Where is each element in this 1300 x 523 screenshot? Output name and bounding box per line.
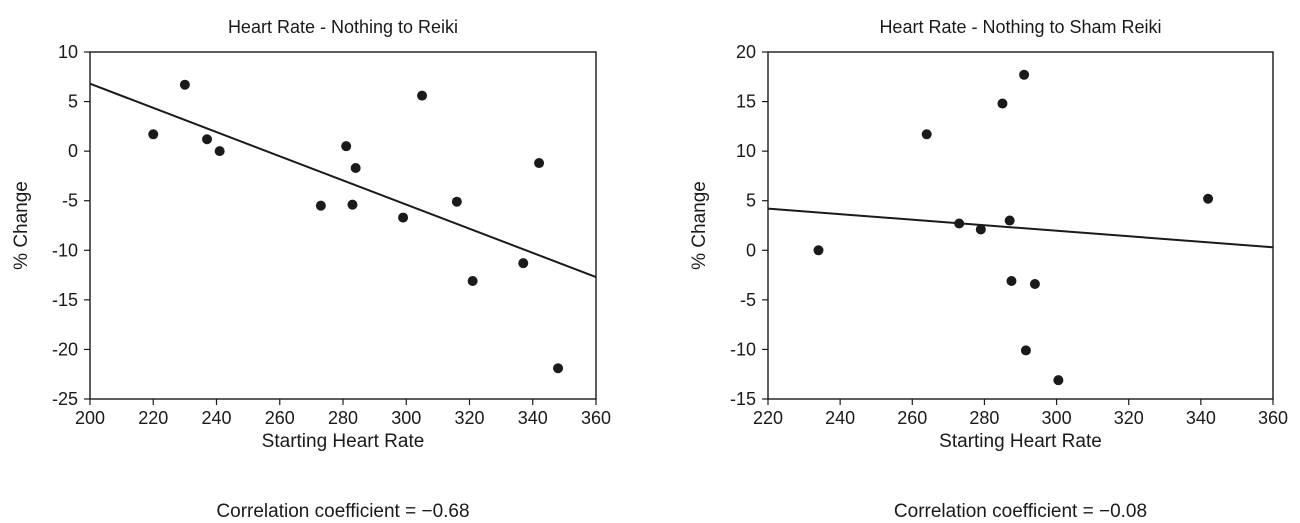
y-tick-label: -5	[62, 191, 78, 211]
y-tick-label: 15	[736, 92, 756, 112]
data-point	[347, 199, 358, 210]
data-point	[451, 196, 462, 207]
x-tick-label: 320	[1114, 408, 1144, 428]
data-point	[1019, 69, 1030, 80]
x-tick-label: 340	[1186, 408, 1216, 428]
x-tick-label: 320	[454, 408, 484, 428]
scatter-chart-reiki: Heart Rate - Nothing to Reiki Starting H…	[11, 17, 611, 522]
y-tick-label: -5	[740, 290, 756, 310]
y-tick-label: 0	[746, 240, 756, 260]
y-tick-label: -25	[52, 389, 78, 409]
data-point	[975, 224, 986, 235]
y-tick-label: -10	[730, 339, 756, 359]
data-point	[179, 79, 190, 90]
data-point	[467, 276, 478, 287]
data-point	[534, 158, 545, 169]
data-point	[1020, 345, 1031, 356]
x-axis-label: Starting Heart Rate	[939, 431, 1102, 452]
correlation-annotation: Correlation coefficient = −0.08	[894, 501, 1147, 522]
data-point	[148, 129, 159, 140]
y-axis-label: % Change	[11, 181, 32, 270]
x-tick-label: 200	[75, 408, 105, 428]
y-tick-label: -20	[52, 339, 78, 359]
data-point	[1053, 375, 1064, 386]
data-point	[315, 200, 326, 211]
x-tick-label: 360	[1258, 408, 1288, 428]
y-tick-label: 5	[68, 92, 78, 112]
x-tick-label: 240	[825, 408, 855, 428]
data-point	[1004, 215, 1015, 226]
trend-line	[90, 82, 596, 278]
trend-line	[768, 207, 1273, 249]
y-tick-label: -15	[730, 389, 756, 409]
data-point	[350, 162, 361, 173]
plot-frame	[767, 51, 1274, 400]
x-tick-label: 240	[201, 408, 231, 428]
data-point	[954, 218, 965, 229]
y-tick-label: 20	[736, 42, 756, 62]
x-tick-label: 300	[1042, 408, 1072, 428]
data-point	[813, 245, 824, 256]
x-axis-label: Starting Heart Rate	[262, 431, 425, 452]
y-tick-label: -10	[52, 240, 78, 260]
y-tick-label: 10	[736, 141, 756, 161]
data-point	[398, 212, 409, 223]
data-point	[1029, 278, 1040, 289]
data-point	[518, 258, 529, 269]
scatter-chart-sham-reiki: Heart Rate - Nothing to Sham Reiki Start…	[689, 17, 1288, 522]
x-tick-label: 280	[969, 408, 999, 428]
y-axis-label: % Change	[689, 181, 710, 270]
y-tick-label: 10	[58, 42, 78, 62]
data-point	[214, 146, 225, 157]
x-tick-label: 220	[138, 408, 168, 428]
x-tick-label: 280	[328, 408, 358, 428]
x-tick-label: 360	[581, 408, 611, 428]
x-tick-label: 220	[753, 408, 783, 428]
plot-frame	[89, 51, 597, 400]
x-tick-label: 300	[391, 408, 421, 428]
chart-panel-left: Heart Rate - Nothing to Reiki Starting H…	[11, 17, 611, 522]
data-point	[1006, 276, 1017, 287]
data-point	[1203, 193, 1214, 204]
x-tick-label: 260	[897, 408, 927, 428]
data-point	[921, 129, 932, 140]
y-tick-label: 0	[68, 141, 78, 161]
chart-title: Heart Rate - Nothing to Reiki	[228, 17, 458, 37]
correlation-annotation: Correlation coefficient = −0.68	[216, 501, 469, 522]
y-tick-label: -15	[52, 290, 78, 310]
x-tick-label: 340	[518, 408, 548, 428]
y-tick-label: 5	[746, 191, 756, 211]
data-point	[341, 141, 352, 152]
chart-title: Heart Rate - Nothing to Sham Reiki	[879, 17, 1161, 37]
data-point	[417, 90, 428, 101]
chart-panel-right: Heart Rate - Nothing to Sham Reiki Start…	[650, 0, 1300, 523]
data-point	[202, 134, 213, 145]
data-point	[553, 363, 564, 374]
x-tick-label: 260	[265, 408, 295, 428]
data-point	[997, 98, 1008, 109]
